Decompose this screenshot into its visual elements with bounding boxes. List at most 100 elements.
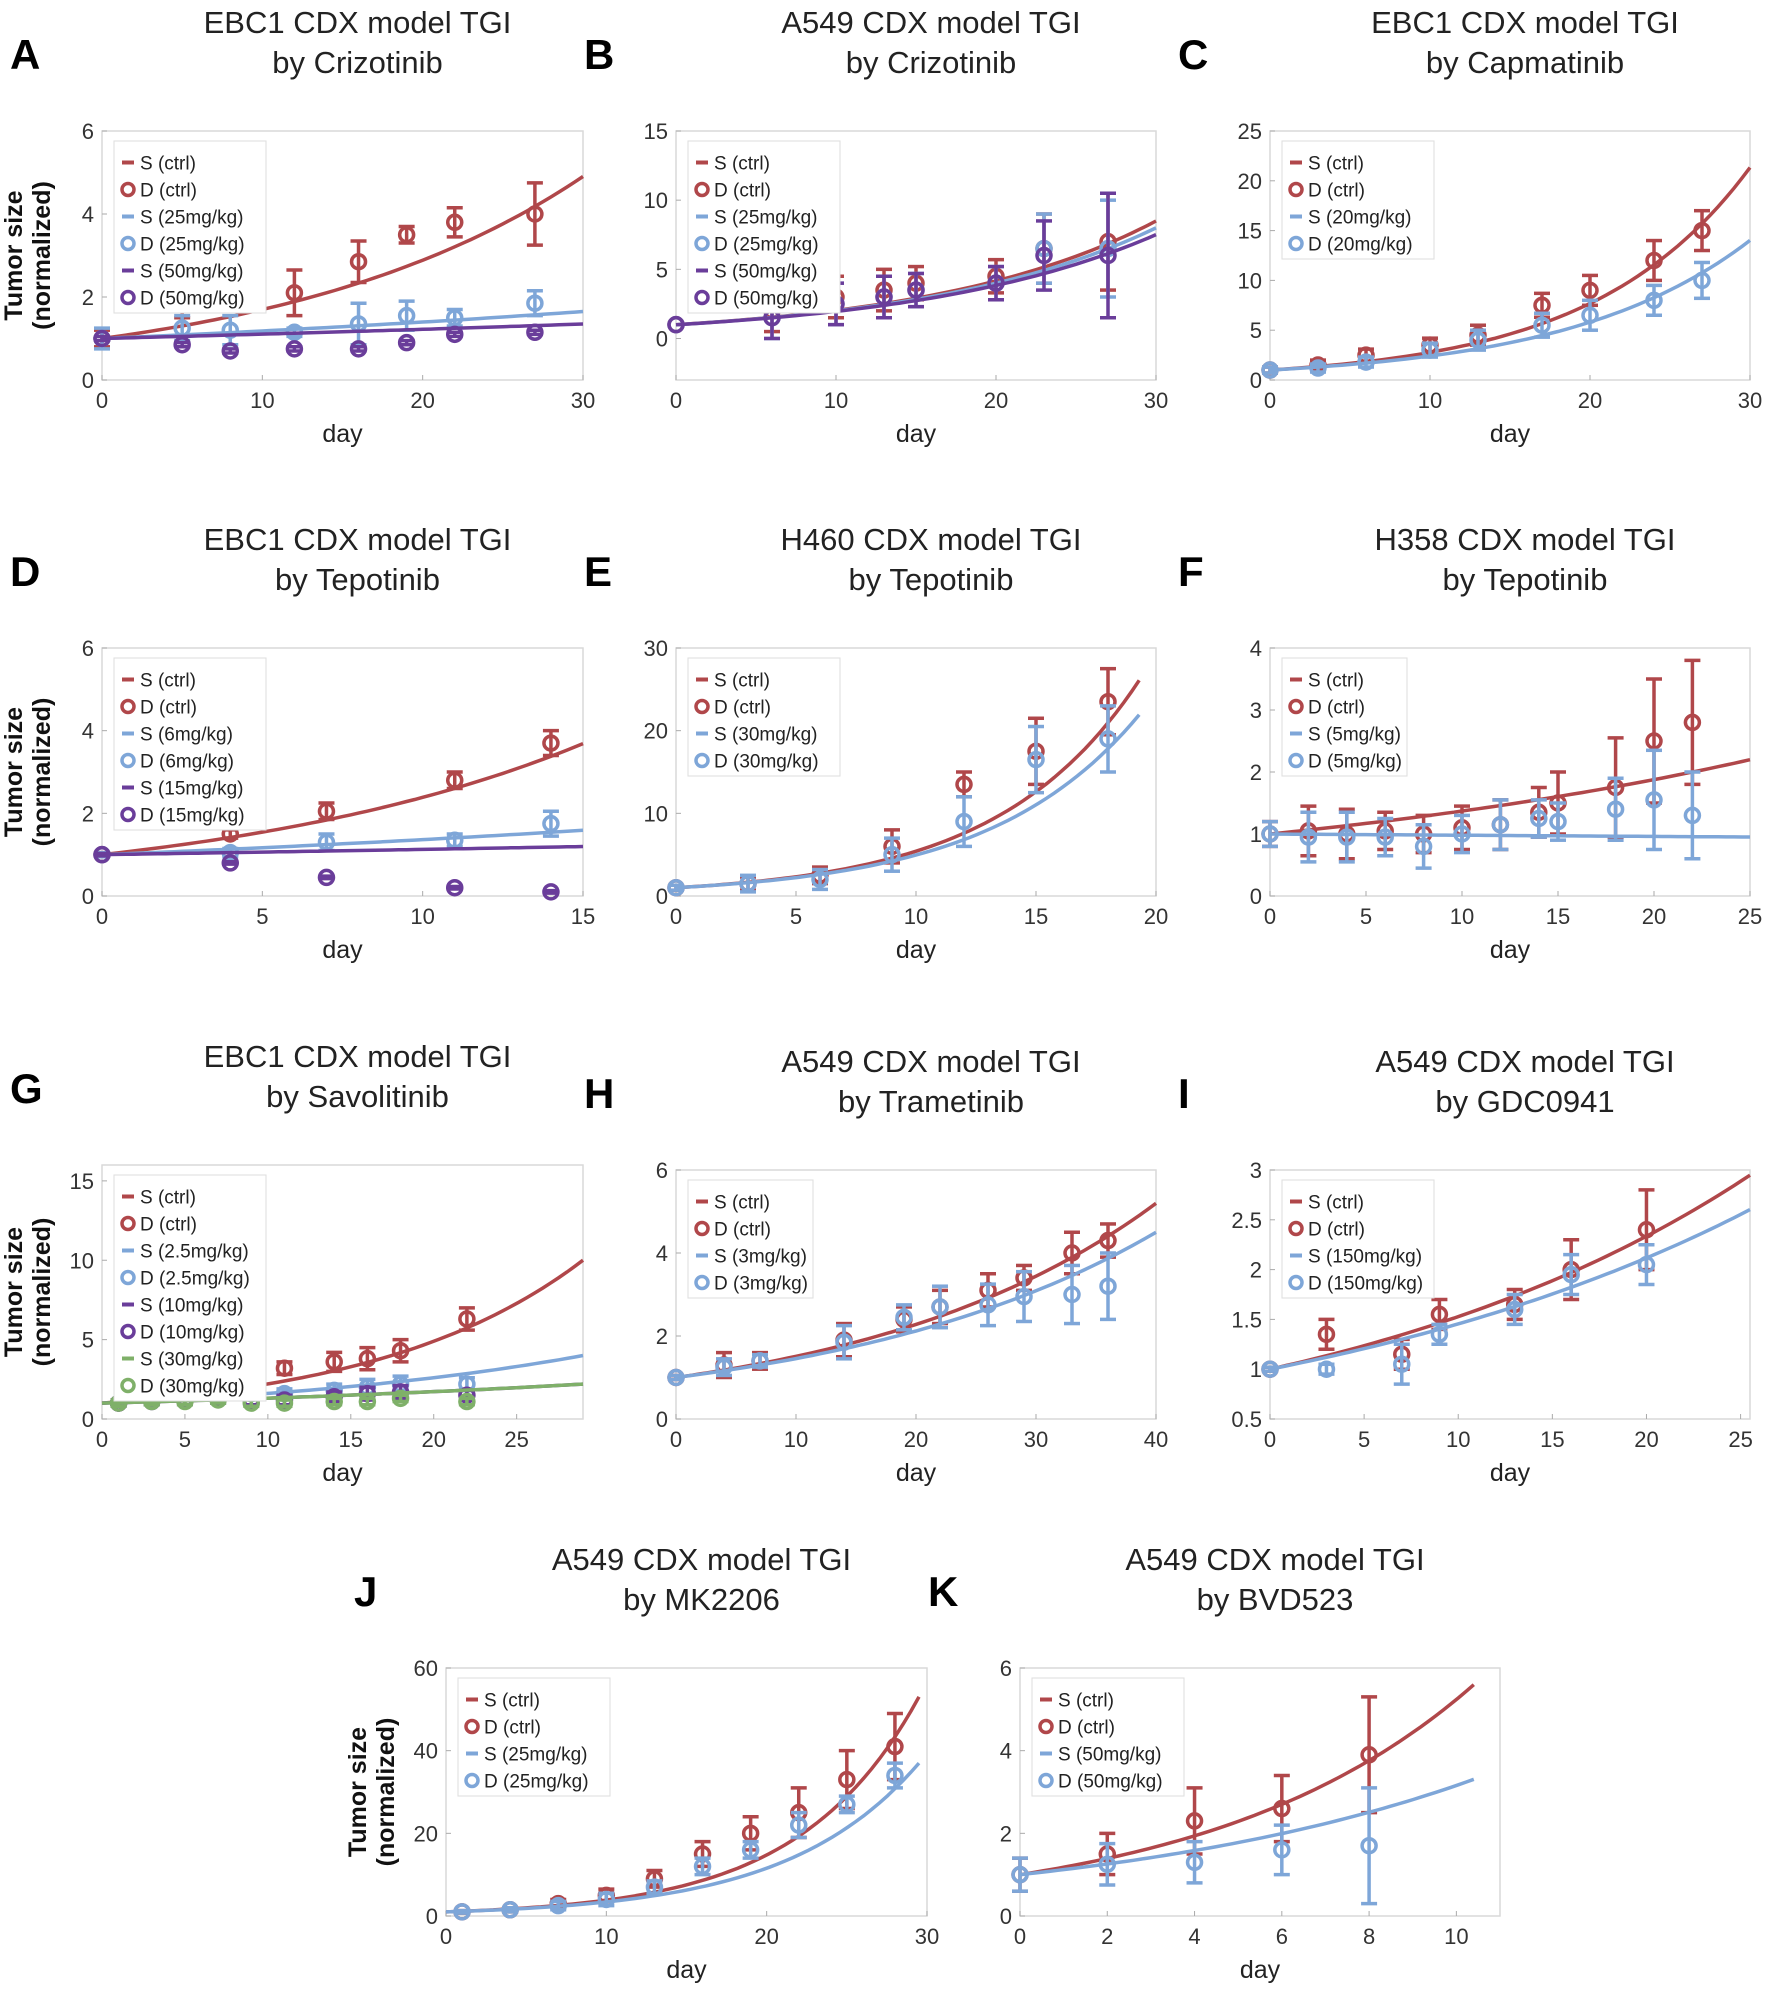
data-point — [811, 867, 829, 892]
data-marker — [838, 1770, 856, 1789]
data-marker — [1637, 1221, 1656, 1239]
legend-box — [687, 657, 841, 777]
panel-letter: G — [10, 1065, 43, 1112]
x-tick-label: 20 — [1144, 904, 1168, 929]
fit-line-2 — [101, 828, 584, 857]
data-marker — [811, 870, 829, 889]
chart-title-line1: H460 CDX model TGI — [781, 522, 1082, 557]
data-marker — [1273, 1841, 1291, 1859]
data-marker — [1533, 316, 1551, 334]
data-marker — [458, 1310, 476, 1328]
data-marker — [349, 340, 368, 358]
data-marker — [317, 802, 336, 821]
legend: S (ctrl) D (ctrl) S (5mg/kg) D (5mg/kg) — [1281, 657, 1408, 777]
data-marker — [1099, 730, 1117, 748]
data-marker — [453, 1903, 471, 1921]
panel-letter: I — [1178, 1070, 1190, 1117]
data-point — [1317, 1317, 1336, 1352]
panel-a: A EBC1 CDX model TGI by Crizotinib 0 10 20 30 0… — [0, 5, 595, 448]
fit-line-0 — [1269, 757, 1751, 836]
data-marker — [1645, 732, 1663, 750]
legend-circle-icon — [1038, 1772, 1054, 1789]
data-marker — [1098, 1855, 1117, 1874]
x-tick-label: 0 — [1264, 904, 1276, 929]
data-marker — [838, 1795, 856, 1814]
chart-title-line2: by Trametinib — [838, 1084, 1024, 1119]
legend-circle-icon — [120, 1377, 136, 1394]
legend-circle-icon — [694, 181, 710, 198]
data-marker — [667, 878, 685, 897]
y-tick-label: 10 — [70, 1248, 94, 1273]
chart-title-line1: A549 CDX model TGI — [781, 5, 1080, 40]
data-marker — [1421, 341, 1439, 359]
y-tick-label: 30 — [644, 636, 668, 661]
data-marker — [931, 1298, 949, 1316]
legend-label: S (30mg/kg) — [140, 1350, 243, 1371]
legend-label: D (ctrl) — [1058, 1718, 1115, 1739]
data-marker — [1693, 221, 1711, 240]
data-marker — [789, 1816, 808, 1834]
data-marker — [275, 1394, 294, 1412]
legend-box — [1281, 1179, 1435, 1299]
data-point — [1027, 724, 1045, 795]
data-marker — [907, 281, 925, 299]
data-marker — [1273, 1799, 1291, 1818]
y-tick-label: 0 — [1250, 368, 1262, 393]
data-point — [789, 1810, 808, 1840]
chart-title-line1: A549 CDX model TGI — [552, 1542, 851, 1577]
data-point — [741, 1839, 760, 1860]
data-point — [349, 340, 368, 358]
y-tick-label: 1.5 — [1231, 1307, 1262, 1332]
legend-label: S (ctrl) — [714, 671, 770, 692]
data-marker — [715, 1358, 733, 1376]
y-tick-label: 0 — [656, 327, 668, 352]
legend-circle-icon — [120, 235, 136, 252]
data-marker — [1645, 291, 1663, 310]
x-tick-label: 5 — [790, 904, 802, 929]
data-point — [838, 1794, 856, 1815]
x-axis-label: day — [666, 1956, 707, 1984]
data-marker — [445, 325, 464, 344]
legend-circle-icon — [1288, 1274, 1304, 1291]
data-marker — [1099, 246, 1117, 265]
legend-label: D (30mg/kg) — [140, 1377, 245, 1398]
legend-label: D (25mg/kg) — [484, 1772, 589, 1793]
data-marker — [1606, 800, 1625, 818]
data-marker — [1430, 1325, 1449, 1344]
panel-k: K A549 CDX model TGI by BVD523 0 2 4 6 8 10 0 2 4 6 d… — [928, 1542, 1501, 1984]
y-tick-label: 3 — [1250, 1158, 1262, 1183]
legend-circle-icon — [120, 1323, 136, 1340]
y-tick-label: 0.5 — [1231, 1407, 1262, 1432]
data-marker — [835, 1333, 853, 1351]
data-point — [1693, 260, 1711, 301]
data-marker — [1683, 713, 1702, 732]
x-tick-label: 0 — [1014, 1924, 1026, 1949]
y-tick-label: 10 — [644, 188, 668, 213]
data-marker — [1530, 809, 1548, 828]
legend-label: D (30mg/kg) — [714, 752, 819, 773]
data-marker — [93, 329, 111, 348]
data-marker — [1637, 1255, 1656, 1274]
data-marker — [645, 1878, 664, 1896]
panel-letter: E — [584, 548, 612, 595]
data-marker — [955, 812, 973, 831]
data-point — [1393, 1342, 1411, 1386]
x-tick-label: 4 — [1188, 1924, 1200, 1949]
y-axis-label-line1: Tumor size — [0, 190, 28, 320]
legend-circle-icon — [694, 1220, 710, 1237]
data-point — [835, 1323, 853, 1361]
legend: S (ctrl) D (ctrl) S (20mg/kg) D (20mg/kg) — [1281, 140, 1435, 260]
data-marker — [1683, 806, 1702, 825]
data-point — [445, 206, 464, 239]
x-tick-label: 10 — [256, 1427, 280, 1452]
y-tick-label: 4 — [82, 719, 94, 744]
fit-line-4 — [101, 844, 584, 857]
x-tick-label: 40 — [1144, 1427, 1168, 1452]
data-point — [1645, 748, 1663, 852]
data-point — [1299, 810, 1318, 864]
data-point — [1185, 1839, 1204, 1885]
legend: S (ctrl) D (ctrl) S (6mg/kg) D (6mg/kg) S (1… — [113, 657, 267, 831]
data-marker — [397, 226, 416, 244]
legend-label: D (ctrl) — [484, 1718, 541, 1739]
